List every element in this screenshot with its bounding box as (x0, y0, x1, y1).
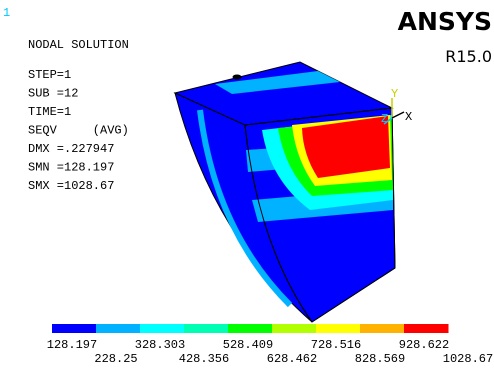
logo-name: ANSYS (398, 7, 492, 36)
legend-swatch (404, 324, 449, 333)
legend-label: 328.303 (135, 338, 185, 352)
legend-label: 428.356 (179, 352, 229, 366)
triad-z: Z (381, 112, 388, 126)
legend-label: 628.462 (267, 352, 317, 366)
legend-swatch (228, 324, 273, 333)
legend-swatch (184, 324, 229, 333)
result-title: NODAL SOLUTION (28, 38, 129, 52)
legend-label: 128.197 (47, 338, 97, 352)
result-line: DMX =.227947 (28, 142, 114, 156)
result-line: SEQV (AVG) (28, 124, 129, 138)
legend-swatch (52, 324, 97, 333)
result-line: SMX =1028.67 (28, 179, 114, 193)
legend-label: 728.516 (311, 338, 361, 352)
node-marker (233, 75, 241, 79)
result-line: TIME=1 (28, 105, 71, 119)
legend-label: 228.25 (94, 352, 137, 366)
legend-label: 528.409 (223, 338, 273, 352)
legend-swatch (360, 324, 405, 333)
legend-swatch (96, 324, 141, 333)
result-line: SMN =128.197 (28, 161, 114, 175)
legend-swatch (316, 324, 361, 333)
result-line: SUB =12 (28, 87, 78, 101)
legend-label: 828.569 (355, 352, 405, 366)
legend-swatch (272, 324, 317, 333)
triad-x: X (405, 110, 412, 124)
logo-version: R15.0 (445, 47, 492, 66)
ansys-viewport: 1 NODAL SOLUTION STEP=1 SUB =12 TIME=1 SEQV… (0, 0, 494, 374)
window-number: 1 (3, 6, 10, 20)
legend-label: 1028.67 (443, 352, 493, 366)
legend-swatch (140, 324, 185, 333)
result-line: STEP=1 (28, 68, 71, 82)
legend-label: 928.622 (399, 338, 449, 352)
triad-y: Y (391, 87, 398, 101)
